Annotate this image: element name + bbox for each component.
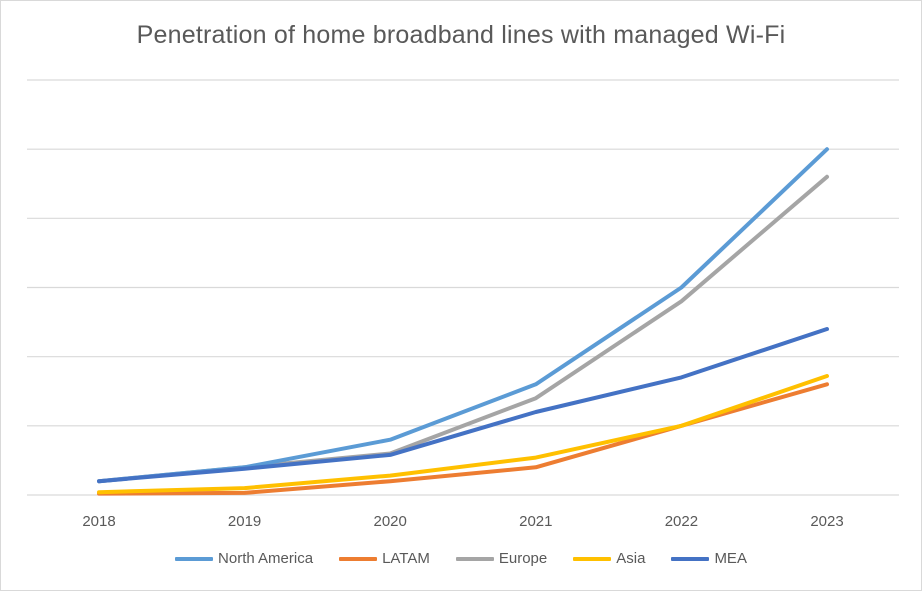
legend-swatch: [573, 556, 612, 561]
x-axis-tick-labels: 2018 2019 2020 2021 2022 2023: [82, 513, 843, 530]
series-line-europe: [97, 174, 829, 484]
chart-title: Penetration of home broadband lines with…: [136, 21, 786, 49]
series-line-latam: [97, 382, 829, 496]
x-tick-label: 2018: [82, 513, 115, 530]
legend-item-latam: LATAM: [339, 550, 430, 567]
legend-item-north-america: North America: [175, 550, 313, 567]
legend-swatch: [175, 556, 214, 561]
legend-label: LATAM: [382, 550, 430, 567]
legend-label: Europe: [498, 550, 548, 567]
x-tick-label: 2021: [519, 513, 552, 530]
chart-legend: North America LATAM Europe Asia MEA: [1, 550, 921, 567]
x-tick-label: 2019: [228, 513, 261, 530]
legend-item-mea: MEA: [671, 550, 747, 567]
legend-label: MEA: [714, 550, 747, 567]
legend-label: North America: [218, 550, 314, 567]
legend-swatch: [671, 556, 710, 561]
legend-label: Asia: [616, 550, 646, 567]
x-tick-label: 2023: [810, 513, 843, 530]
series-line-asia: [97, 374, 829, 495]
x-tick-label: 2020: [374, 513, 407, 530]
series-line-mea: [97, 327, 829, 484]
x-tick-label: 2022: [665, 513, 698, 530]
legend-item-europe: Europe: [455, 550, 548, 567]
series-lines: [97, 147, 829, 496]
legend-swatch: [455, 556, 494, 561]
legend-item-asia: Asia: [573, 550, 645, 567]
legend-swatch: [339, 556, 378, 561]
